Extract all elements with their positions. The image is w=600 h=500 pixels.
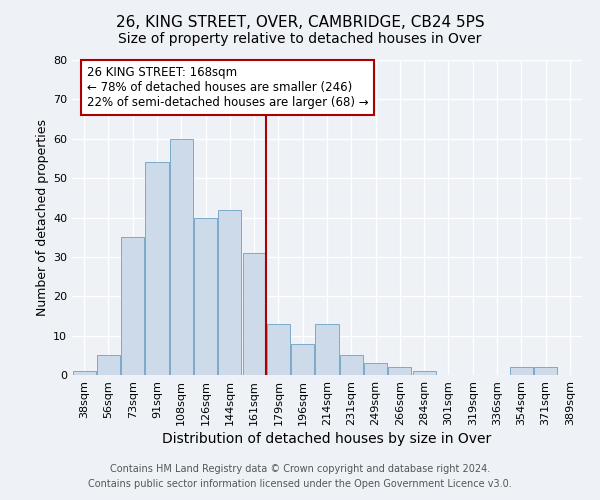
X-axis label: Distribution of detached houses by size in Over: Distribution of detached houses by size … [163, 432, 491, 446]
Bar [121, 237, 144, 375]
Bar [97, 356, 120, 375]
Bar [413, 371, 436, 375]
Bar [364, 363, 387, 375]
Bar [510, 367, 533, 375]
Bar [194, 218, 217, 375]
Y-axis label: Number of detached properties: Number of detached properties [36, 119, 49, 316]
Bar [388, 367, 412, 375]
Bar [218, 210, 241, 375]
Bar [73, 371, 95, 375]
Text: Contains HM Land Registry data © Crown copyright and database right 2024.
Contai: Contains HM Land Registry data © Crown c… [88, 464, 512, 489]
Bar [316, 324, 338, 375]
Text: 26 KING STREET: 168sqm
← 78% of detached houses are smaller (246)
22% of semi-de: 26 KING STREET: 168sqm ← 78% of detached… [86, 66, 368, 109]
Bar [170, 138, 193, 375]
Bar [267, 324, 290, 375]
Bar [534, 367, 557, 375]
Bar [242, 253, 266, 375]
Bar [145, 162, 169, 375]
Text: Size of property relative to detached houses in Over: Size of property relative to detached ho… [118, 32, 482, 46]
Bar [291, 344, 314, 375]
Bar [340, 356, 363, 375]
Text: 26, KING STREET, OVER, CAMBRIDGE, CB24 5PS: 26, KING STREET, OVER, CAMBRIDGE, CB24 5… [116, 15, 484, 30]
